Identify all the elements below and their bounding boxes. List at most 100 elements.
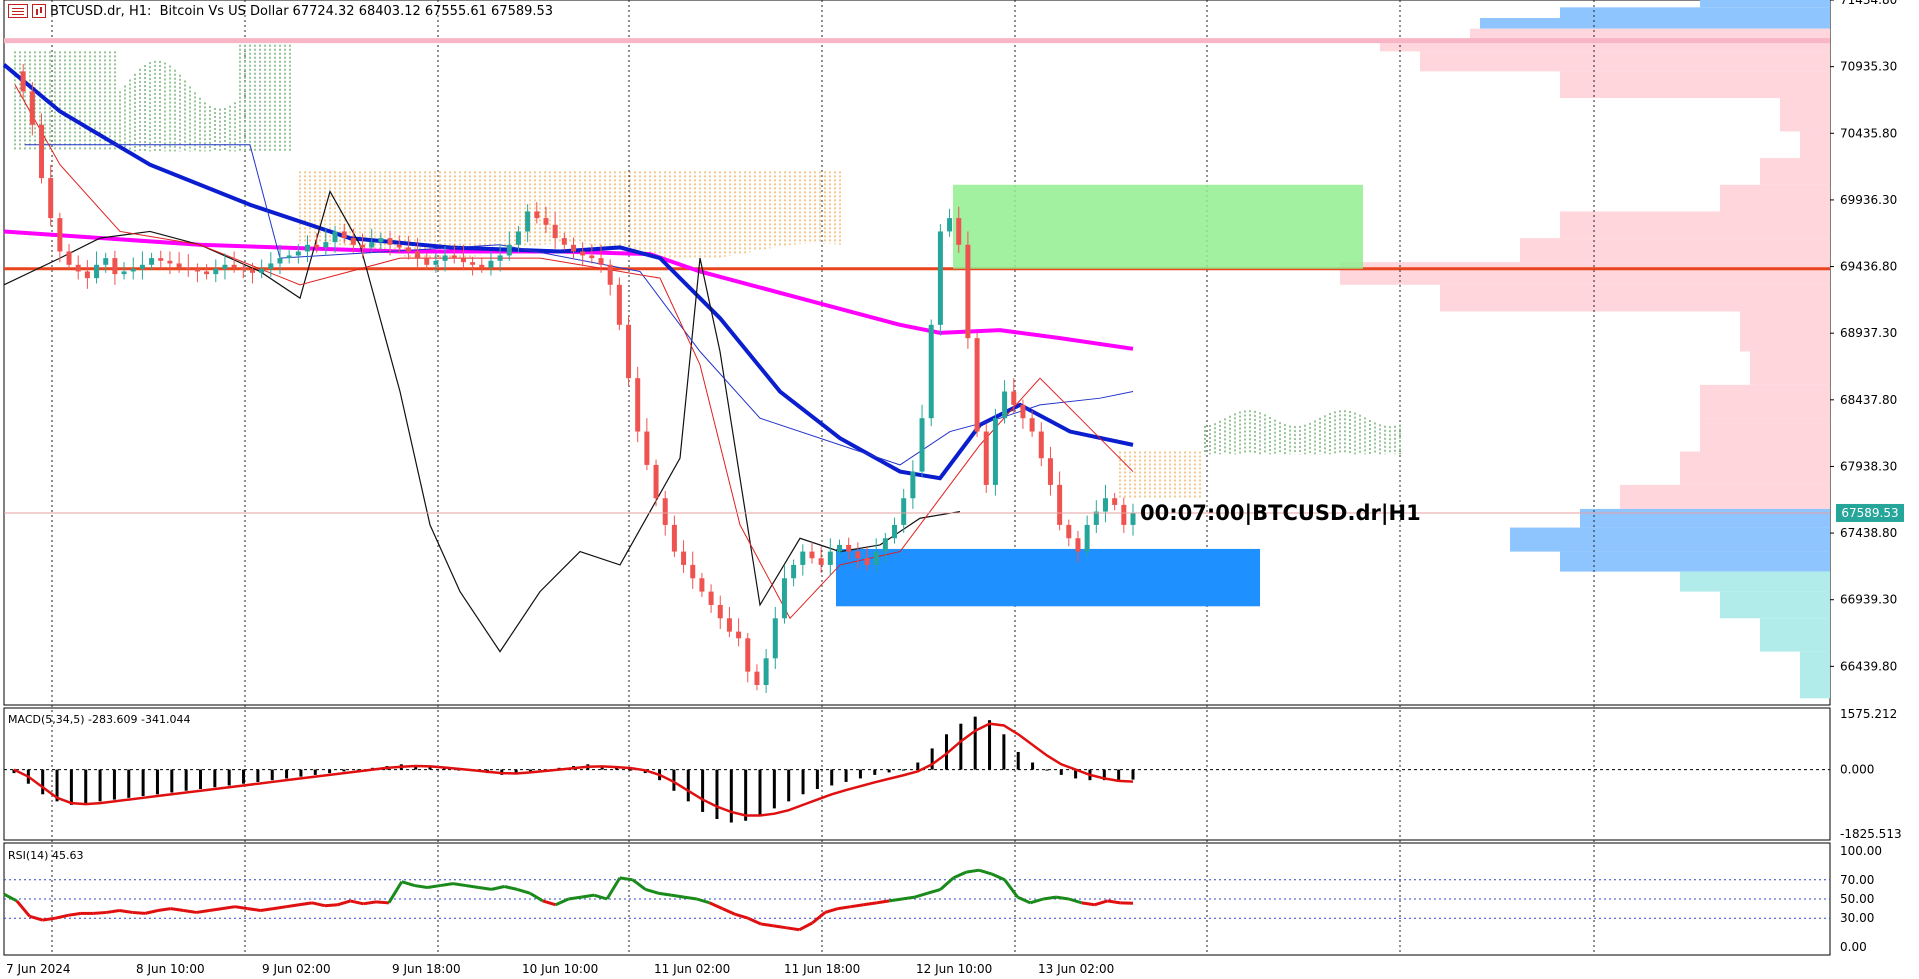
candle-body xyxy=(424,258,430,265)
candle-body xyxy=(460,258,466,263)
candle-body xyxy=(809,551,815,559)
candle-body xyxy=(910,471,916,499)
volume-profile-bar xyxy=(1700,0,1830,8)
candle-body xyxy=(635,378,641,432)
candle-body xyxy=(341,231,347,239)
rsi-line-segment xyxy=(760,922,774,928)
macd-bar xyxy=(772,769,776,809)
candle-body xyxy=(506,244,512,256)
candle-body xyxy=(882,538,888,552)
price-tick-label: 68437.80 xyxy=(1840,393,1897,407)
macd-bar xyxy=(1045,769,1049,771)
time-tick-label: 13 Jun 02:00 xyxy=(1038,962,1114,976)
candle-body xyxy=(525,211,531,232)
macd-bar xyxy=(227,769,231,786)
candle-body xyxy=(1121,504,1127,525)
rsi-line-segment xyxy=(29,914,43,922)
macd-tick-label: 1575.212 xyxy=(1840,707,1897,721)
rsi-plot: 100.00 70.00 50.00 30.00 0.00 xyxy=(3,844,1882,954)
macd-bar xyxy=(256,769,260,782)
candle-body xyxy=(699,578,705,592)
demand-zone xyxy=(836,548,1260,607)
candle-body xyxy=(286,255,292,259)
candle-body xyxy=(222,264,228,269)
price-axis: 71434.80 70935.30 70435.80 69936.30 69436.80… xyxy=(1830,0,1897,673)
candle-body xyxy=(1084,524,1090,552)
candle-body xyxy=(543,218,549,225)
candle-body xyxy=(690,564,696,579)
candle-body xyxy=(378,238,384,243)
candle-body xyxy=(781,578,787,619)
rsi-pane-frame xyxy=(3,842,1831,956)
candle-body xyxy=(626,324,632,379)
volume-profile-bar xyxy=(1560,71,1830,99)
rsi-line-segment xyxy=(439,882,454,888)
rsi-line-segment xyxy=(581,893,595,899)
rsi-line-segment xyxy=(568,895,582,901)
candles xyxy=(20,64,1136,693)
volume-profile-bar xyxy=(1520,238,1830,263)
volume-profile-bar xyxy=(1580,508,1830,528)
macd-bar xyxy=(514,769,518,774)
candle-body xyxy=(552,224,558,239)
macd-bar xyxy=(41,769,45,795)
candle-body xyxy=(983,431,989,485)
macd-pane-frame xyxy=(3,707,1831,841)
candle-body xyxy=(405,247,411,252)
candle-body xyxy=(589,255,595,259)
candle-body xyxy=(873,551,879,565)
macd-bar xyxy=(328,769,332,774)
ohlc-values: 67724.32 68403.12 67555.61 67589.53 xyxy=(292,3,554,19)
macd-bar xyxy=(84,769,88,804)
time-tick-label: 10 Jun 10:00 xyxy=(522,962,598,976)
rsi-line-segment xyxy=(401,880,415,887)
rsi-line-segment xyxy=(209,907,223,913)
candle-body xyxy=(415,251,421,259)
macd-bar xyxy=(55,769,59,802)
volume-profile-bar xyxy=(1720,184,1830,212)
candle-body xyxy=(598,258,604,265)
volume-profile-bar xyxy=(1680,571,1830,592)
candle-body xyxy=(268,263,274,269)
macd-bar xyxy=(701,769,705,812)
tenkan-line xyxy=(14,84,1134,620)
candle-body xyxy=(855,551,861,559)
macd-bar xyxy=(69,769,73,805)
rsi-line-segment xyxy=(516,887,531,895)
macd-plot: 1575.212 0.000 -1825.513 xyxy=(4,707,1902,841)
candle-body xyxy=(39,124,45,179)
indicator-lines xyxy=(2,63,1134,653)
rsi-line-segment xyxy=(1029,897,1044,905)
rsi-line-segment xyxy=(93,910,107,915)
candle-body xyxy=(901,498,907,525)
macd-bar xyxy=(1016,751,1020,770)
macd-bar xyxy=(600,766,604,770)
candle-body xyxy=(130,268,136,272)
candle-body xyxy=(653,464,659,499)
rsi-line-segment xyxy=(144,909,159,915)
price-tick-label: 71434.80 xyxy=(1840,0,1897,7)
macd-bar xyxy=(686,769,690,802)
macd-bar xyxy=(1131,769,1135,780)
macd-bar xyxy=(787,769,791,802)
macd-bar xyxy=(213,769,217,788)
macd-bar xyxy=(1117,769,1121,780)
candle-body xyxy=(204,271,210,275)
rsi-line-segment xyxy=(67,911,82,917)
candle-body xyxy=(892,524,898,539)
candle-body xyxy=(1002,391,1008,419)
candle-body xyxy=(662,498,668,525)
candle-body xyxy=(185,267,191,269)
volume-profile-bar xyxy=(1560,551,1830,572)
time-tick-label: 9 Jun 18:00 xyxy=(392,962,461,976)
rsi-line-segment xyxy=(927,887,941,895)
candle-body xyxy=(277,258,283,264)
candle-body xyxy=(332,231,338,243)
macd-bar xyxy=(973,716,977,770)
rsi-line-segment xyxy=(709,901,724,910)
candle-body xyxy=(580,251,586,256)
rsi-line-segment xyxy=(786,926,800,932)
macd-bar xyxy=(242,769,246,784)
macd-bar xyxy=(887,769,891,773)
